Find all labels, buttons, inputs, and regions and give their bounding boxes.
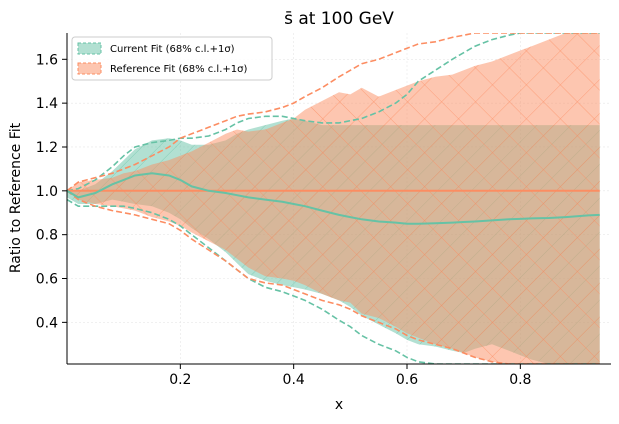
current-upper-1sigma-line (67, 33, 600, 192)
legend-entry-reference: Reference Fit (68% c.l.+1σ) (77, 62, 247, 75)
series-lines (67, 33, 600, 364)
y-axis-label: Ratio to Reference Fit (8, 122, 24, 273)
x-tick-label: 0.8 (509, 372, 531, 388)
x-tick-label: 0.2 (169, 372, 191, 388)
y-tick-label: 1.2 (36, 140, 58, 156)
legend-swatch-current (77, 42, 102, 55)
legend-entry-current: Current Fit (68% c.l.+1σ) (77, 42, 235, 55)
y-tick-label: 1.0 (36, 184, 58, 200)
reference-lower-1sigma-line (67, 190, 600, 364)
reference-upper-1sigma-line (67, 33, 600, 192)
x-ticks: 0.2 0.4 0.6 0.8 (169, 364, 531, 388)
current-central-line (67, 172, 600, 225)
legend-label-reference: Reference Fit (68% c.l.+1σ) (110, 64, 247, 75)
y-tick-label: 1.4 (36, 96, 58, 112)
x-tick-label: 0.4 (283, 372, 305, 388)
error-bands (67, 33, 600, 364)
y-tick-label: 1.6 (36, 52, 58, 68)
reference-band-hatch-b (67, 33, 600, 364)
y-tick-label: 0.6 (36, 272, 58, 288)
chart-title: s̄ at 100 GeV (284, 9, 394, 29)
legend: Current Fit (68% c.l.+1σ) Reference Fit … (71, 36, 273, 81)
legend-label-current: Current Fit (68% c.l.+1σ) (110, 44, 235, 55)
y-tick-label: 0.4 (36, 315, 58, 331)
x-axis-label: x (335, 397, 343, 413)
y-tick-label: 0.8 (36, 228, 58, 244)
y-ticks: 0.4 0.6 0.8 1.0 1.2 1.4 1.6 (36, 52, 67, 331)
x-tick-label: 0.6 (396, 372, 418, 388)
current-lower-1sigma-line (67, 198, 600, 364)
legend-swatch-reference (77, 62, 102, 75)
legend-frame (71, 36, 273, 81)
